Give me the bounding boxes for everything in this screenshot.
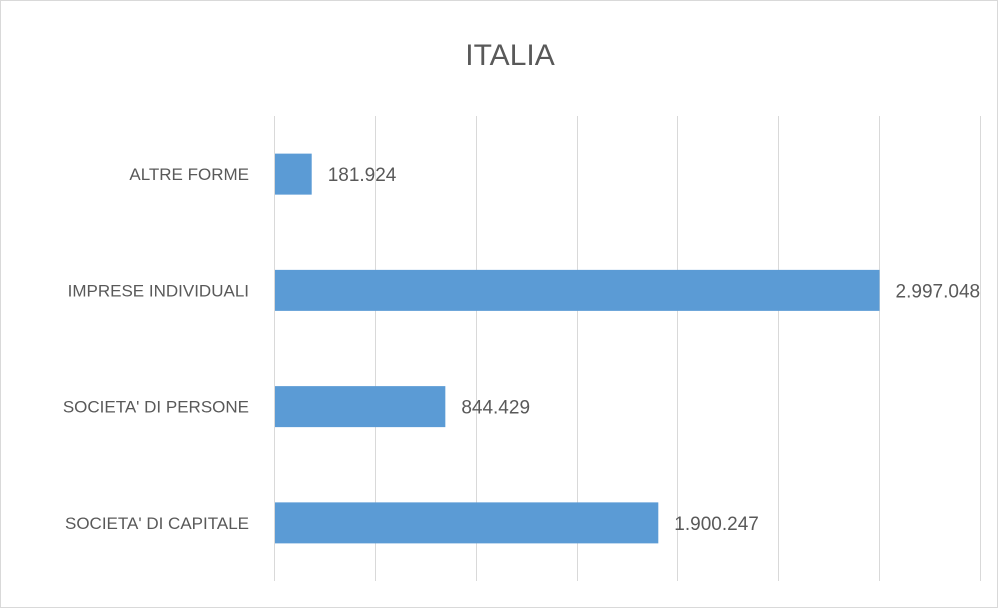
value-label-0: 181.924 xyxy=(328,165,397,186)
gridlines xyxy=(274,116,981,581)
bar-3 xyxy=(275,502,659,544)
category-label-2: SOCIETA' DI PERSONE xyxy=(63,398,249,417)
labels: ALTRE FORME 181.924 IMPRESE INDIVIDUALI 2.9… xyxy=(63,165,980,535)
value-label-3: 1.900.247 xyxy=(674,514,759,535)
value-label-2: 844.429 xyxy=(461,398,530,419)
category-label-3: SOCIETA' DI CAPITALE xyxy=(65,514,249,533)
bar-0 xyxy=(275,153,312,195)
bar-1 xyxy=(275,269,880,311)
bars xyxy=(275,153,880,544)
value-label-1: 2.997.048 xyxy=(896,281,981,302)
category-label-0: ALTRE FORME xyxy=(129,165,249,184)
chart-title: ITALIA xyxy=(465,39,555,72)
bar-2 xyxy=(275,386,446,428)
category-label-1: IMPRESE INDIVIDUALI xyxy=(68,281,249,300)
